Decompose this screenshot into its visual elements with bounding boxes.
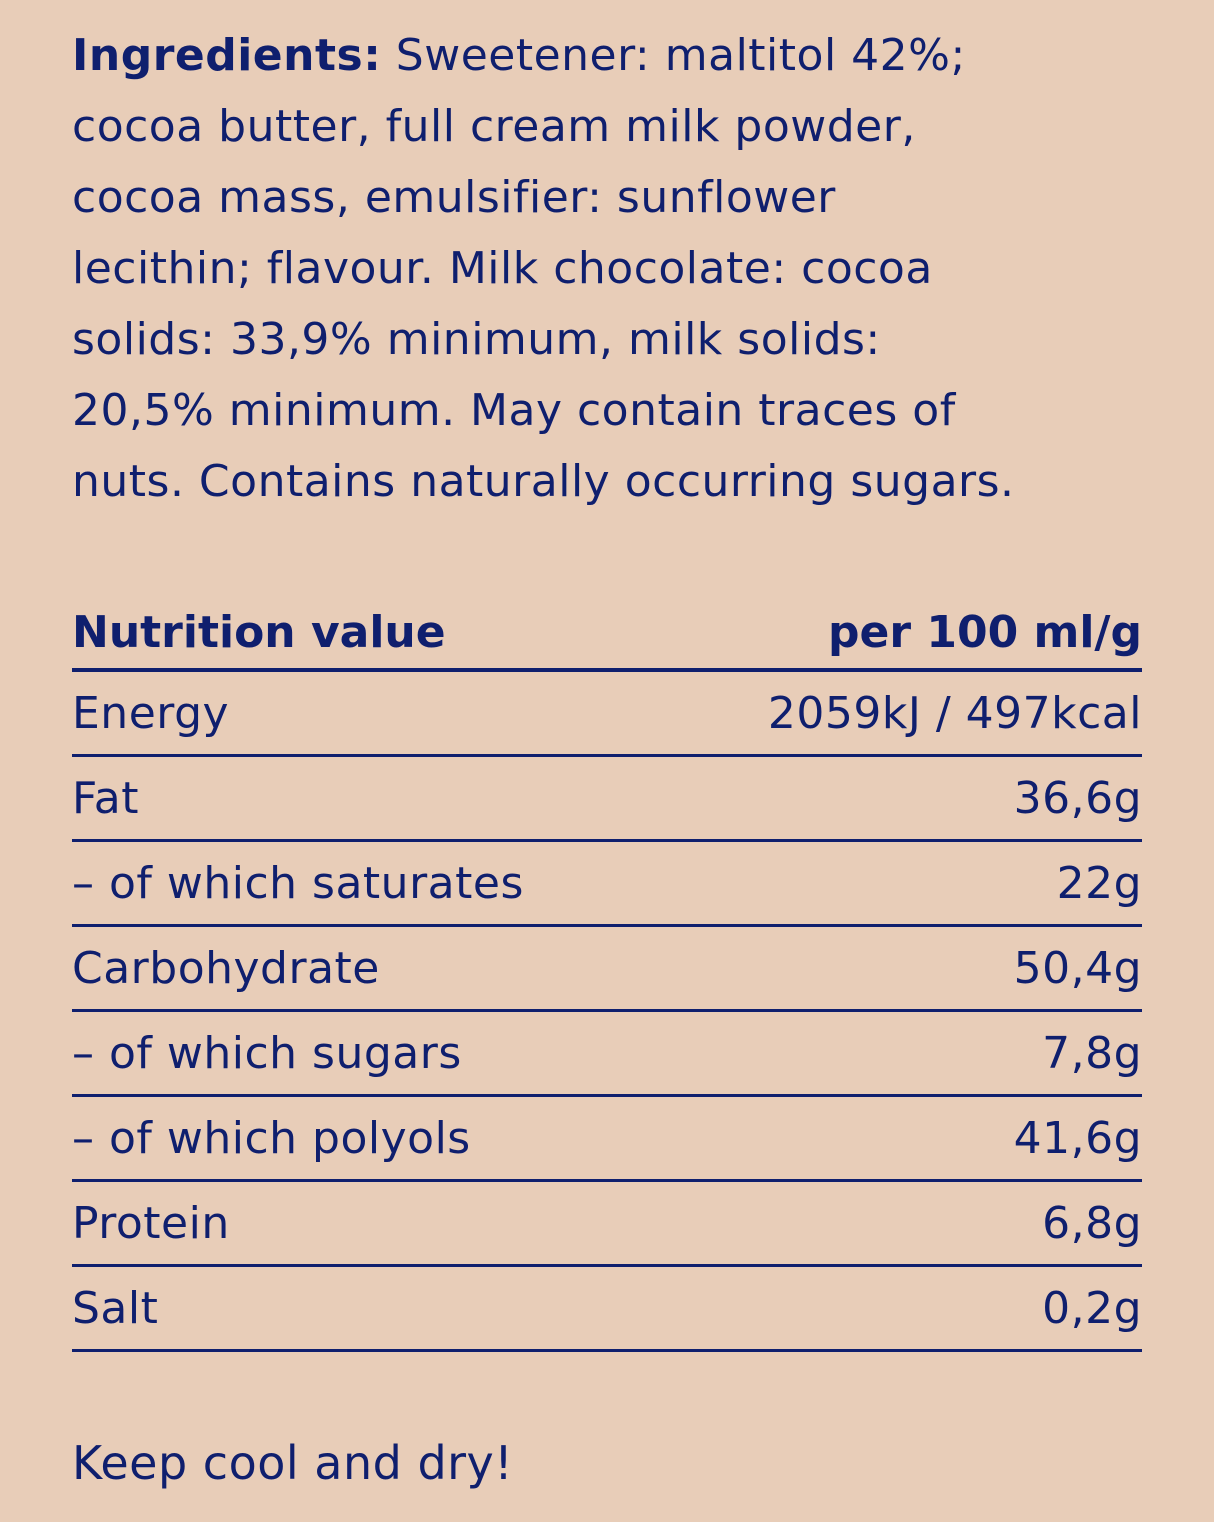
ingredients-line: 20,5% minimum. May contain traces of (72, 385, 956, 436)
nutrition-table-header: Nutrition value per 100 ml/g (72, 596, 1142, 672)
nutrient-value: 0,2g (1042, 1282, 1142, 1334)
nutrient-label: Salt (72, 1282, 159, 1334)
ingredients-line: cocoa mass, emulsifier: sunflower (72, 172, 836, 223)
nutrient-value: 50,4g (1013, 942, 1142, 994)
nutrient-label: – of which saturates (72, 857, 524, 909)
ingredients-line: lecithin; flavour. Milk chocolate: cocoa (72, 243, 933, 294)
ingredients-label: Ingredients: (72, 30, 382, 81)
table-row: – of which polyols 41,6g (72, 1097, 1142, 1182)
nutrient-label: Energy (72, 687, 230, 739)
table-row: Protein 6,8g (72, 1182, 1142, 1267)
nutrient-value: 36,6g (1013, 772, 1142, 824)
table-row: Energy 2059kJ / 497kcal (72, 672, 1142, 757)
storage-note: Keep cool and dry! (72, 1436, 514, 1490)
table-row: Salt 0,2g (72, 1267, 1142, 1352)
table-row: – of which saturates 22g (72, 842, 1142, 927)
nutrient-label: Carbohydrate (72, 942, 380, 994)
nutrient-value: 7,8g (1042, 1027, 1142, 1079)
ingredients-text: Ingredients: Sweetener: maltitol 42%; co… (72, 20, 1172, 517)
nutrient-label: – of which polyols (72, 1112, 471, 1164)
nutrition-header-unit: per 100 ml/g (827, 606, 1142, 658)
nutrient-value: 6,8g (1042, 1197, 1142, 1249)
ingredients-line: Ingredients: Sweetener: maltitol 42%; (72, 20, 1172, 91)
nutrient-value: 22g (1056, 857, 1142, 909)
nutrient-label: Fat (72, 772, 139, 824)
ingredients-line: cocoa butter, full cream milk powder, (72, 101, 916, 152)
nutrition-table: Nutrition value per 100 ml/g Energy 2059k… (72, 596, 1142, 1352)
table-row: – of which sugars 7,8g (72, 1012, 1142, 1097)
ingredients-line: nuts. Contains naturally occurring sugar… (72, 456, 1015, 507)
nutrition-header-label: Nutrition value (72, 606, 446, 658)
table-row: Fat 36,6g (72, 757, 1142, 842)
ingredients-line-text: Sweetener: maltitol 42%; (381, 30, 966, 81)
nutrient-value: 2059kJ / 497kcal (767, 687, 1142, 739)
nutrient-label: Protein (72, 1197, 230, 1249)
ingredients-line: solids: 33,9% minimum, milk solids: (72, 314, 881, 365)
table-row: Carbohydrate 50,4g (72, 927, 1142, 1012)
nutrient-label: – of which sugars (72, 1027, 462, 1079)
nutrient-value: 41,6g (1013, 1112, 1142, 1164)
